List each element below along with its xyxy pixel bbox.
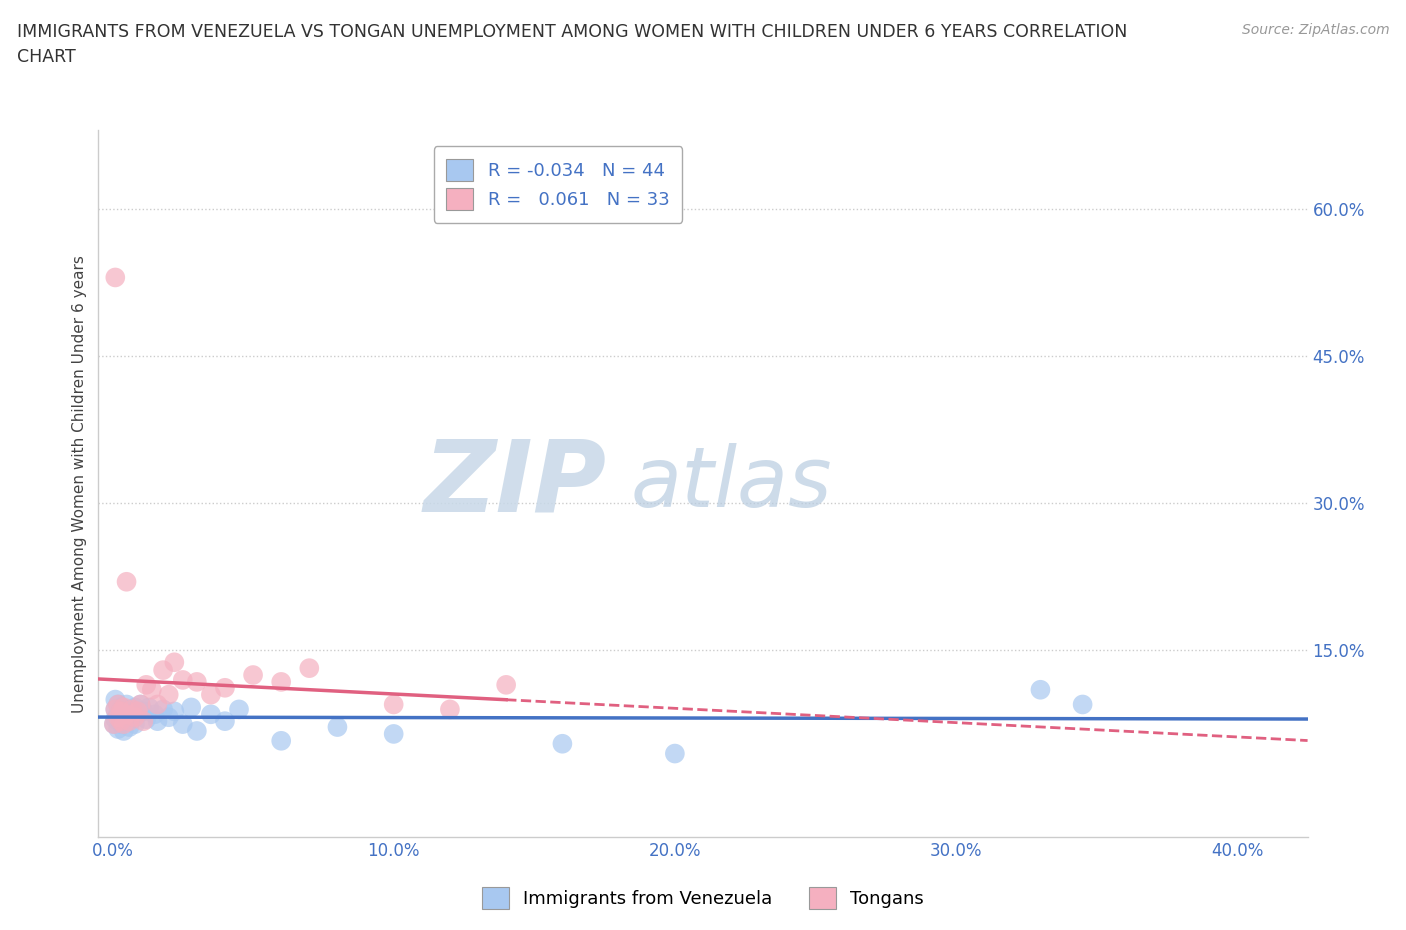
Point [551,737,574,751]
Point [103,717,125,732]
Point [135,711,157,726]
Point [141,683,163,698]
Point [118,713,141,728]
Point [200,687,222,702]
Legend: R = -0.034   N = 44, R =   0.061   N = 33: R = -0.034 N = 44, R = 0.061 N = 33 [433,146,682,223]
Point [115,575,138,590]
Point [118,707,141,722]
Text: ZIP: ZIP [423,435,606,532]
Point [127,704,149,719]
Point [103,717,125,732]
Point [143,707,166,722]
Point [172,717,194,732]
Point [152,702,174,717]
Point [107,722,129,737]
Point [172,672,194,687]
Point [104,711,127,726]
Point [104,702,127,717]
Point [1071,698,1094,712]
Point [495,677,517,692]
Point [146,713,169,728]
Point [132,713,155,728]
Text: IMMIGRANTS FROM VENEZUELA VS TONGAN UNEMPLOYMENT AMONG WOMEN WITH CHILDREN UNDER: IMMIGRANTS FROM VENEZUELA VS TONGAN UNEM… [17,23,1128,66]
Point [326,720,349,735]
Point [115,702,138,717]
Point [107,698,129,712]
Point [115,713,138,728]
Point [186,724,208,738]
Point [110,713,132,728]
Point [186,674,208,689]
Point [132,704,155,719]
Point [104,270,127,285]
Point [146,698,169,712]
Point [112,724,135,738]
Legend: Immigrants from Venezuela, Tongans: Immigrants from Venezuela, Tongans [475,880,931,916]
Point [298,660,321,675]
Point [124,717,146,732]
Point [1029,683,1052,698]
Point [157,710,180,724]
Point [157,687,180,702]
Point [110,704,132,719]
Point [163,704,186,719]
Point [107,710,129,724]
Point [112,717,135,732]
Point [127,707,149,722]
Point [129,698,152,712]
Point [121,704,143,719]
Point [112,710,135,724]
Point [104,702,127,717]
Point [664,746,686,761]
Point [138,700,160,715]
Point [214,681,236,696]
Point [115,707,138,722]
Text: atlas: atlas [630,443,832,525]
Point [382,726,405,741]
Point [110,700,132,715]
Point [152,663,174,678]
Point [124,710,146,724]
Point [104,692,127,707]
Point [163,655,186,670]
Point [214,713,236,728]
Point [121,711,143,726]
Point [124,700,146,715]
Point [115,698,138,712]
Point [110,717,132,732]
Point [270,734,292,749]
Point [107,698,129,712]
Point [135,677,157,692]
Point [200,707,222,722]
Point [270,674,292,689]
Point [242,668,264,683]
Y-axis label: Unemployment Among Women with Children Under 6 years: Unemployment Among Women with Children U… [72,255,87,712]
Point [180,700,202,715]
Point [110,704,132,719]
Point [112,700,135,715]
Point [107,707,129,722]
Point [129,698,152,712]
Text: Source: ZipAtlas.com: Source: ZipAtlas.com [1241,23,1389,37]
Point [382,698,405,712]
Point [228,702,250,717]
Point [439,702,461,717]
Point [121,702,143,717]
Point [118,720,141,735]
